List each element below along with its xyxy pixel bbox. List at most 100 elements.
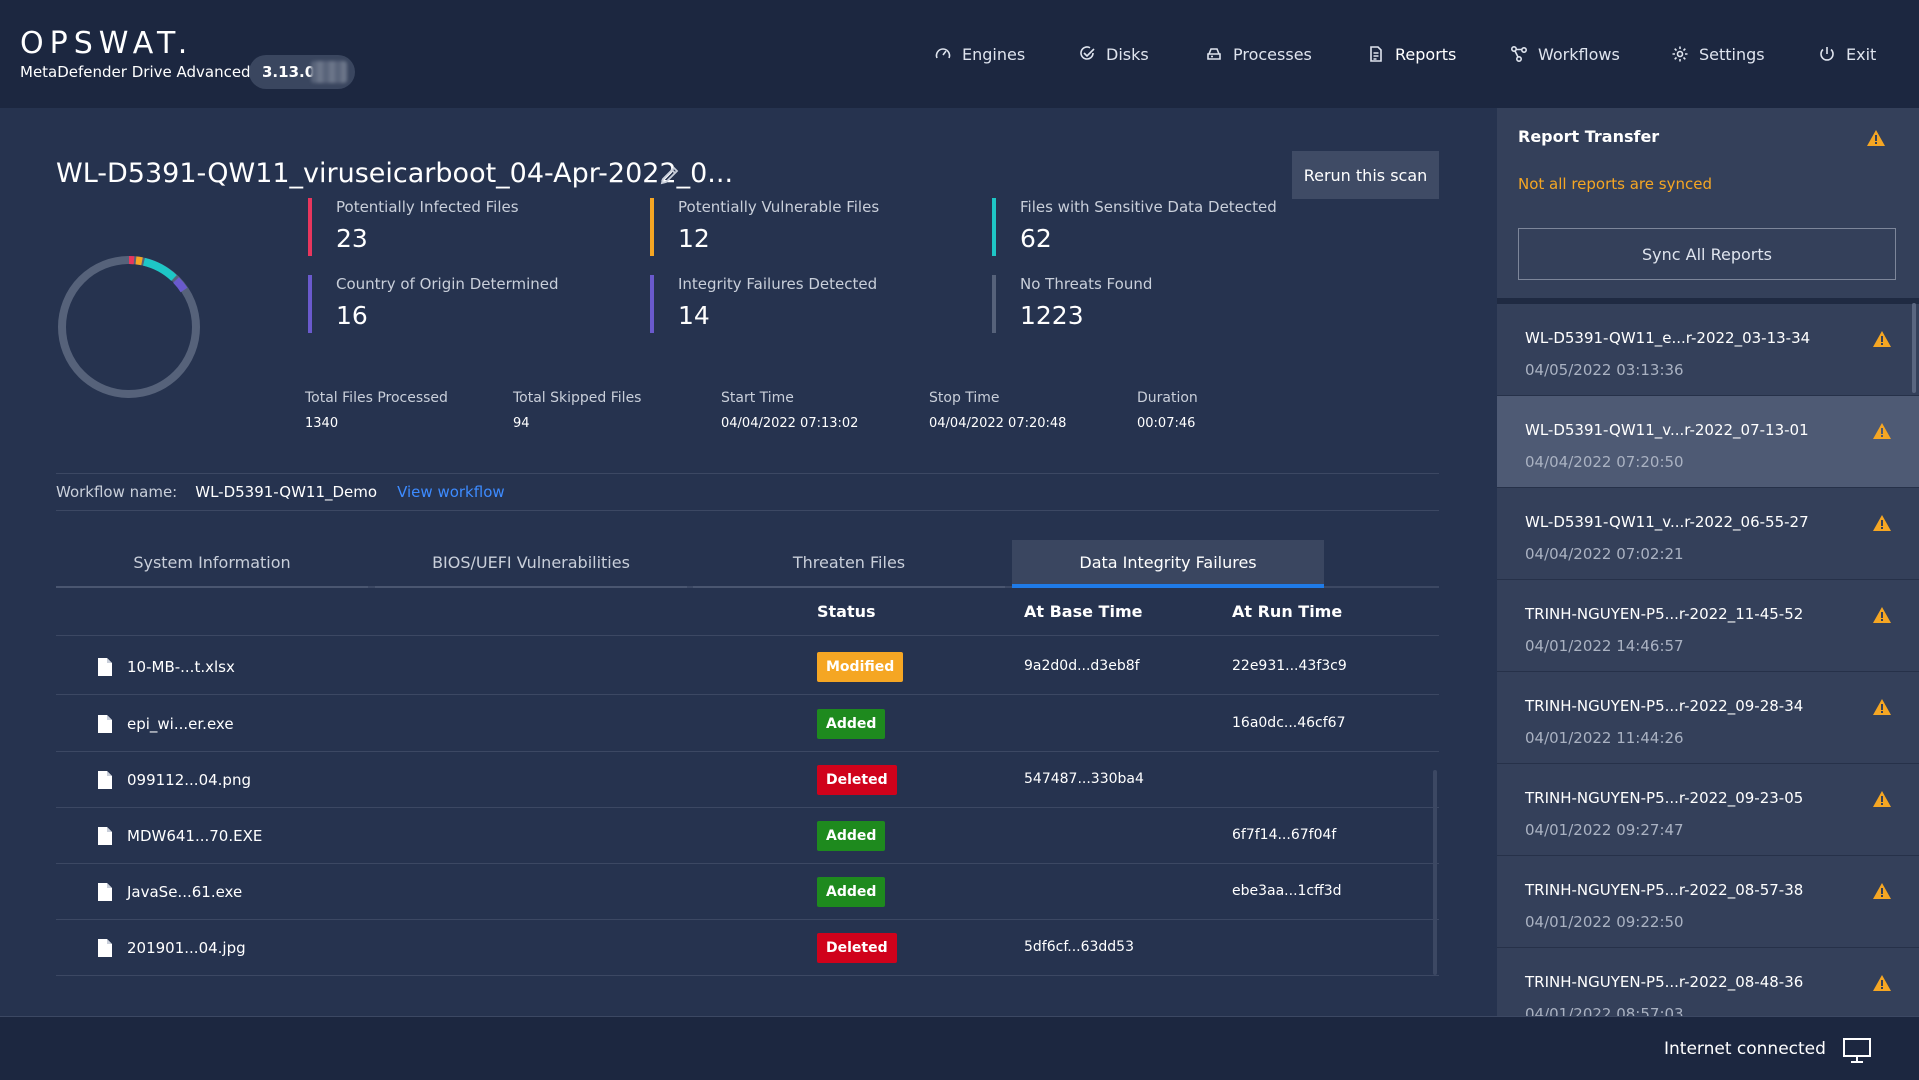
nav-exit[interactable]: Exit: [1818, 40, 1876, 68]
stat-integrity-failures: Integrity Failures Detected 14: [650, 275, 877, 333]
warning-icon: [1873, 883, 1891, 899]
drive-icon: [1205, 45, 1223, 63]
column-header-status[interactable]: Status: [817, 602, 876, 621]
base-hash: 9a2d0d...d3eb8f: [1024, 658, 1140, 674]
stat-label: Files with Sensitive Data Detected: [1020, 198, 1277, 216]
nav-engines-label: Engines: [962, 44, 1026, 64]
report-time: 04/01/2022 08:57:03: [1525, 1005, 1684, 1016]
report-list-item[interactable]: WL-D5391-QW11_v...r-2022_06-55-27 04/04/…: [1497, 488, 1919, 580]
sidebar-scrollbar[interactable]: [1912, 303, 1916, 393]
report-tabs: System Information BIOS/UEFI Vulnerabili…: [56, 540, 1439, 588]
nav-reports-label: Reports: [1395, 44, 1457, 64]
report-list-item[interactable]: WL-D5391-QW11_e...r-2022_03-13-34 04/05/…: [1497, 304, 1919, 396]
stat-no-threats: No Threats Found 1223: [992, 275, 1153, 333]
workflow-name: WL-D5391-QW11_Demo: [195, 483, 378, 501]
table-row[interactable]: epi_wi...er.exe Added 16a0dc...46cf67: [56, 696, 1439, 752]
sync-all-reports-button[interactable]: Sync All Reports: [1518, 228, 1896, 280]
summary-start-time: Start Time 04/04/2022 07:13:02: [721, 390, 858, 431]
file-name: 201901...04.jpg: [127, 939, 246, 957]
warning-icon: [1873, 423, 1891, 439]
pencil-icon[interactable]: [658, 163, 682, 187]
base-hash: 5df6cf...63dd53: [1024, 939, 1134, 955]
report-name: WL-D5391-QW11_e...r-2022_03-13-34: [1525, 329, 1811, 347]
table-row[interactable]: JavaSe...61.exe Added ebe3aa...1cff3d: [56, 864, 1439, 920]
table-row[interactable]: 099112...04.png Deleted 547487...330ba4: [56, 752, 1439, 808]
report-time: 04/01/2022 09:27:47: [1525, 821, 1684, 839]
product-name: MetaDefender Drive Advanced: [20, 63, 251, 81]
gear-icon: [1671, 45, 1689, 63]
status-badge: Deleted: [817, 933, 897, 963]
tab-threaten-files[interactable]: Threaten Files: [693, 540, 1005, 588]
report-name: WL-D5391-QW11_v...r-2022_07-13-01: [1525, 421, 1809, 439]
stat-sensitive-data: Files with Sensitive Data Detected 62: [992, 198, 1277, 256]
summary-duration: Duration 00:07:46: [1137, 390, 1198, 431]
file-icon: [98, 658, 112, 676]
nav-settings[interactable]: Settings: [1671, 40, 1765, 68]
tab-system-information[interactable]: System Information: [56, 540, 368, 588]
summary-label: Stop Time: [929, 390, 1000, 406]
opswat-logo: OPSWAT.: [20, 26, 194, 61]
nav-exit-label: Exit: [1846, 44, 1877, 64]
table-scrollbar[interactable]: [1433, 770, 1437, 975]
workflow-info: Workflow name: WL-D5391-QW11_Demo View w…: [56, 473, 1439, 511]
report-name: TRINH-NGUYEN-P5...r-2022_09-23-05: [1525, 789, 1804, 807]
file-icon: [98, 715, 112, 733]
report-time: 04/01/2022 14:46:57: [1525, 637, 1684, 655]
report-list-item[interactable]: TRINH-NGUYEN-P5...r-2022_09-23-05 04/01/…: [1497, 764, 1919, 856]
report-name: WL-D5391-QW11_v...r-2022_06-55-27: [1525, 513, 1809, 531]
report-list-item[interactable]: TRINH-NGUYEN-P5...r-2022_08-48-36 04/01/…: [1497, 948, 1919, 1016]
stat-color-bar: [308, 198, 312, 256]
file-name: MDW641...70.EXE: [127, 827, 263, 845]
nav-reports[interactable]: Reports: [1367, 40, 1456, 68]
warning-icon: [1867, 130, 1885, 146]
report-list-item[interactable]: TRINH-NGUYEN-P5...r-2022_11-45-52 04/01/…: [1497, 580, 1919, 672]
nav-disks[interactable]: Disks: [1078, 40, 1149, 68]
status-badge: Added: [817, 709, 886, 739]
nav-processes[interactable]: Processes: [1205, 40, 1312, 68]
blurred-build-number: [311, 61, 347, 83]
nav-disks-label: Disks: [1106, 44, 1149, 64]
report-name: TRINH-NGUYEN-P5...r-2022_08-57-38: [1525, 881, 1804, 899]
stat-color-bar: [308, 275, 312, 333]
sidebar-divider: [1497, 298, 1919, 304]
stat-value: 12: [678, 224, 710, 253]
tab-data-integrity-failures[interactable]: Data Integrity Failures: [1012, 540, 1324, 588]
summary-label: Start Time: [721, 390, 794, 406]
report-list-item[interactable]: WL-D5391-QW11_v...r-2022_07-13-01 04/04/…: [1497, 396, 1919, 488]
app-header: OPSWAT. MetaDefender Drive Advanced 3.13…: [0, 0, 1919, 108]
summary-value: 04/04/2022 07:20:48: [929, 416, 1067, 431]
nav-engines[interactable]: Engines: [934, 40, 1025, 68]
nav-processes-label: Processes: [1233, 44, 1312, 64]
run-hash: 6f7f14...67f04f: [1232, 827, 1337, 843]
report-list-item[interactable]: TRINH-NGUYEN-P5...r-2022_09-28-34 04/01/…: [1497, 672, 1919, 764]
tab-bios-uefi-vulnerabilities[interactable]: BIOS/UEFI Vulnerabilities: [375, 540, 687, 588]
report-name: TRINH-NGUYEN-P5...r-2022_09-28-34: [1525, 697, 1804, 715]
report-list-item[interactable]: TRINH-NGUYEN-P5...r-2022_08-57-38 04/01/…: [1497, 856, 1919, 948]
view-workflow-link[interactable]: View workflow: [397, 483, 505, 501]
summary-label: Duration: [1137, 390, 1198, 406]
stat-label: Country of Origin Determined: [336, 275, 559, 293]
stat-label: Potentially Infected Files: [336, 198, 519, 216]
nav-workflows[interactable]: Workflows: [1510, 40, 1620, 68]
stat-label: No Threats Found: [1020, 275, 1153, 293]
file-icon: [98, 827, 112, 845]
version-badge: 3.13.0: [249, 55, 355, 89]
summary-label: Total Files Processed: [305, 390, 448, 406]
stat-color-bar: [992, 275, 996, 333]
sync-status-message: Not all reports are synced: [1518, 175, 1712, 193]
column-header-base-time[interactable]: At Base Time: [1024, 602, 1143, 621]
results-donut-chart: [58, 256, 200, 398]
table-row[interactable]: 201901...04.jpg Deleted 5df6cf...63dd53: [56, 920, 1439, 976]
summary-value: 00:07:46: [1137, 416, 1196, 431]
table-row[interactable]: MDW641...70.EXE Added 6f7f14...67f04f: [56, 808, 1439, 864]
summary-value: 04/04/2022 07:13:02: [721, 416, 859, 431]
file-icon: [98, 939, 112, 957]
rerun-scan-button[interactable]: Rerun this scan: [1292, 151, 1439, 199]
stat-value: 62: [1020, 224, 1052, 253]
table-row[interactable]: 10-MB-...t.xlsx Modified 9a2d0d...d3eb8f…: [56, 639, 1439, 695]
warning-icon: [1873, 515, 1891, 531]
warning-icon: [1873, 607, 1891, 623]
status-badge: Deleted: [817, 765, 897, 795]
version-number: 3.13.0: [262, 63, 316, 81]
column-header-run-time[interactable]: At Run Time: [1232, 602, 1343, 621]
